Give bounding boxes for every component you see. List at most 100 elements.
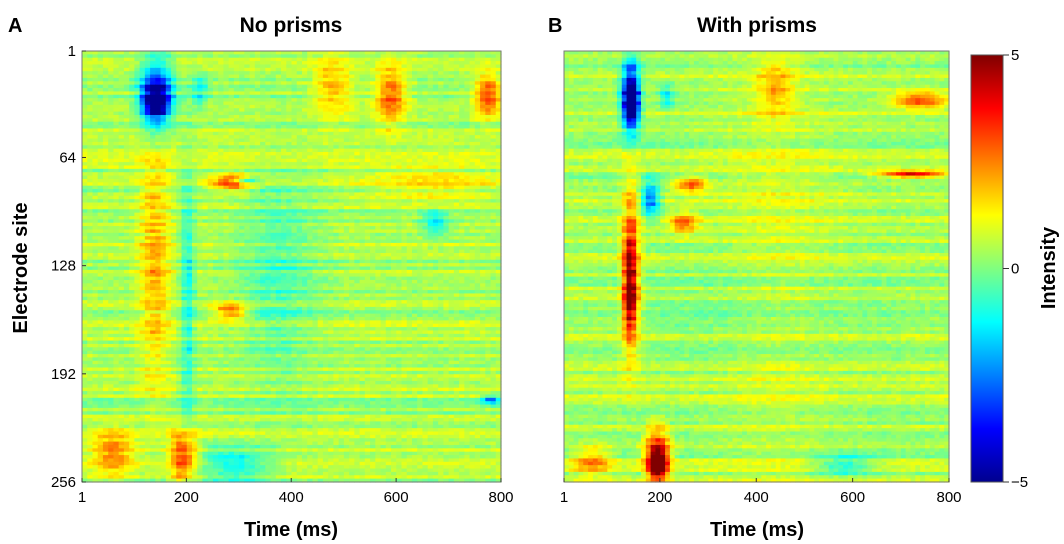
heatmap-cell (181, 91, 188, 96)
heatmap-cell (411, 51, 418, 55)
heatmap-cell (82, 61, 88, 66)
heatmap-cell (87, 155, 94, 160)
heatmap-cell (223, 114, 230, 119)
heatmap-cell (448, 212, 455, 217)
heatmap-cell (97, 108, 104, 113)
heatmap-cell (485, 54, 492, 59)
heatmap-cell (97, 61, 104, 66)
heatmap-cell (312, 94, 319, 99)
heatmap-cell (97, 51, 104, 55)
heatmap-cell (102, 205, 109, 210)
heatmap-cell (312, 209, 319, 214)
heatmap-cell (391, 175, 397, 180)
heatmap-cell (370, 54, 376, 59)
heatmap-cell (375, 195, 382, 200)
heatmap-cell (417, 158, 424, 163)
heatmap-cell (228, 77, 235, 82)
heatmap-cell (123, 108, 130, 113)
heatmap-cell (260, 185, 266, 190)
heatmap-cell (364, 57, 371, 62)
heatmap-cell (139, 101, 146, 106)
heatmap-cell (417, 175, 424, 180)
heatmap-cell (150, 145, 156, 150)
heatmap-cell (239, 61, 245, 66)
heatmap-cell (427, 175, 434, 180)
heatmap-cell (171, 74, 177, 79)
heatmap-cell (118, 104, 125, 109)
heatmap-cell (134, 148, 141, 153)
heatmap-cell (97, 172, 104, 177)
heatmap-cell (443, 195, 450, 200)
heatmap-cell (385, 152, 392, 156)
heatmap-cell (370, 182, 376, 187)
heatmap-cell (223, 111, 230, 116)
heatmap-cell (296, 209, 303, 214)
heatmap-cell (160, 71, 167, 76)
heatmap-cell (186, 51, 193, 55)
heatmap-cell (364, 155, 371, 160)
heatmap-cell (108, 175, 115, 180)
heatmap-cell (92, 74, 99, 79)
heatmap-cell (260, 189, 266, 194)
heatmap-cell (391, 74, 397, 79)
heatmap-cell (265, 158, 272, 163)
heatmap-cell (160, 74, 167, 79)
heatmap-cell (427, 168, 434, 173)
heatmap-cell (270, 88, 277, 93)
heatmap-cell (495, 101, 502, 106)
heatmap-cell (82, 128, 88, 133)
heatmap-cell (87, 88, 94, 93)
heatmap-cell (123, 98, 130, 103)
heatmap-cell (212, 209, 219, 214)
heatmap-cell (385, 131, 392, 136)
heatmap-cell (328, 54, 334, 59)
heatmap-cell (254, 98, 261, 103)
heatmap-cell (165, 128, 172, 133)
heatmap-cell (401, 71, 408, 76)
heatmap-cell (459, 74, 465, 79)
heatmap-cell (343, 77, 350, 82)
heatmap-cell (480, 202, 486, 207)
heatmap-cell (244, 172, 251, 177)
heatmap-cell (495, 121, 502, 126)
heatmap-cell (265, 178, 272, 183)
heatmap-cell (249, 168, 256, 173)
heatmap-cell (260, 205, 266, 210)
heatmap-cell (265, 61, 272, 66)
heatmap-cell (349, 168, 355, 173)
heatmap-cell (359, 185, 366, 190)
heatmap-cell (254, 57, 261, 62)
heatmap-cell (150, 152, 156, 156)
heatmap-cell (438, 118, 444, 123)
heatmap-cell (328, 158, 334, 163)
heatmap-cell (375, 205, 382, 210)
heatmap-cell (474, 189, 481, 194)
heatmap-cell (113, 84, 120, 89)
heatmap-cell (474, 155, 481, 160)
heatmap-cell (322, 111, 329, 116)
heatmap-cell (254, 131, 261, 136)
heatmap-cell (406, 108, 413, 113)
heatmap-cell (490, 71, 497, 76)
heatmap-cell (233, 111, 240, 116)
heatmap-cell (239, 57, 245, 62)
heatmap-cell (427, 165, 434, 170)
heatmap-cell (207, 138, 214, 143)
heatmap-cell (459, 135, 465, 140)
heatmap-cell (406, 88, 413, 93)
heatmap-cell (176, 175, 183, 180)
heatmap-cell (265, 145, 272, 150)
heatmap-cell (401, 178, 408, 183)
heatmap-cell (375, 152, 382, 156)
heatmap-cell (108, 121, 115, 126)
heatmap-cell (480, 94, 486, 99)
heatmap-cell (427, 128, 434, 133)
heatmap-cell (113, 51, 120, 55)
heatmap-cell (87, 195, 94, 200)
heatmap-cell (291, 182, 298, 187)
heatmap-cell (92, 91, 99, 96)
heatmap-cell (197, 101, 204, 106)
heatmap-cell (260, 199, 266, 204)
heatmap-cell (291, 185, 298, 190)
heatmap-cell (181, 145, 188, 150)
